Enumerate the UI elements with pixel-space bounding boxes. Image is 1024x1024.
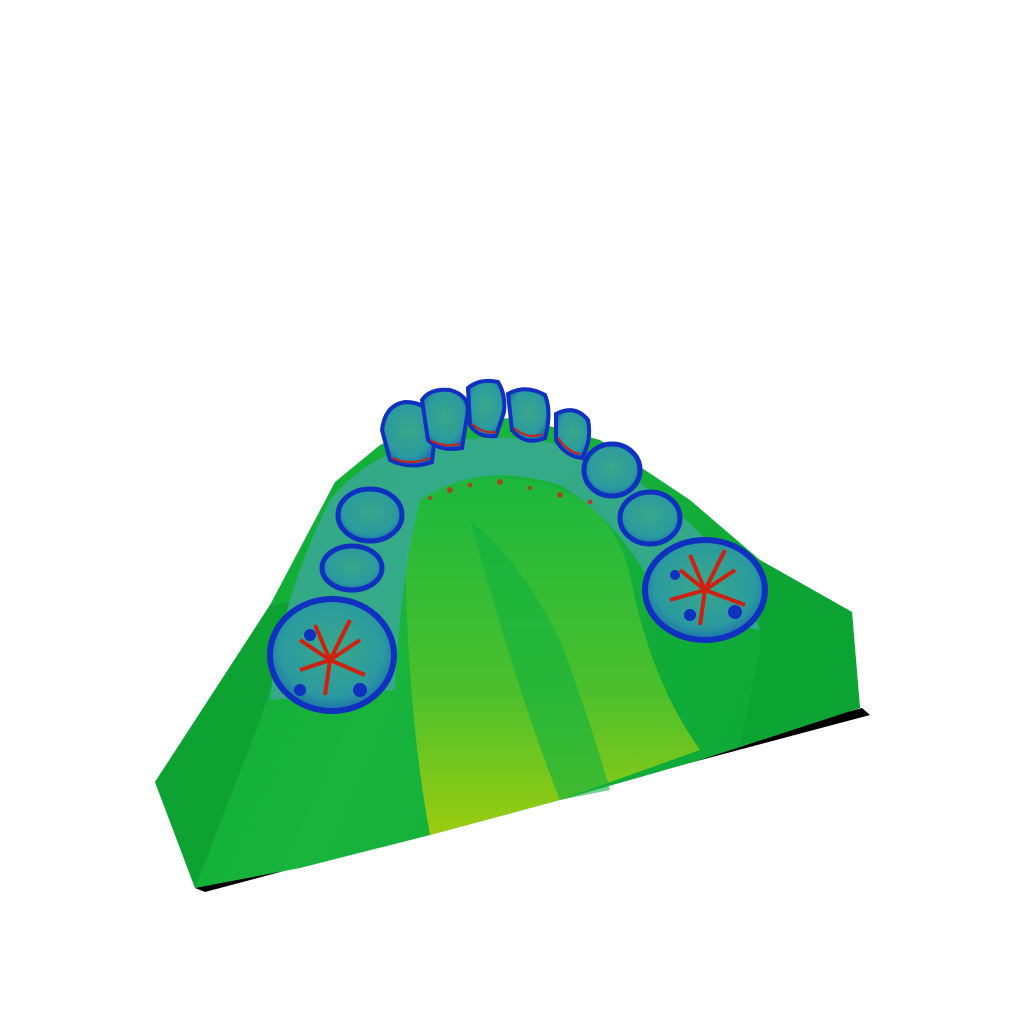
palate-fold: [470, 520, 610, 800]
incisor-teeth: [379, 378, 592, 468]
right-flank: [740, 560, 860, 745]
incisor-red-edges: [391, 423, 581, 463]
arch-speckles: [428, 479, 593, 505]
left-molar: [267, 596, 397, 714]
left-flank: [155, 600, 300, 888]
left-premolars: [319, 486, 405, 593]
right-premolars: [581, 441, 683, 547]
right-molar: [642, 537, 768, 643]
